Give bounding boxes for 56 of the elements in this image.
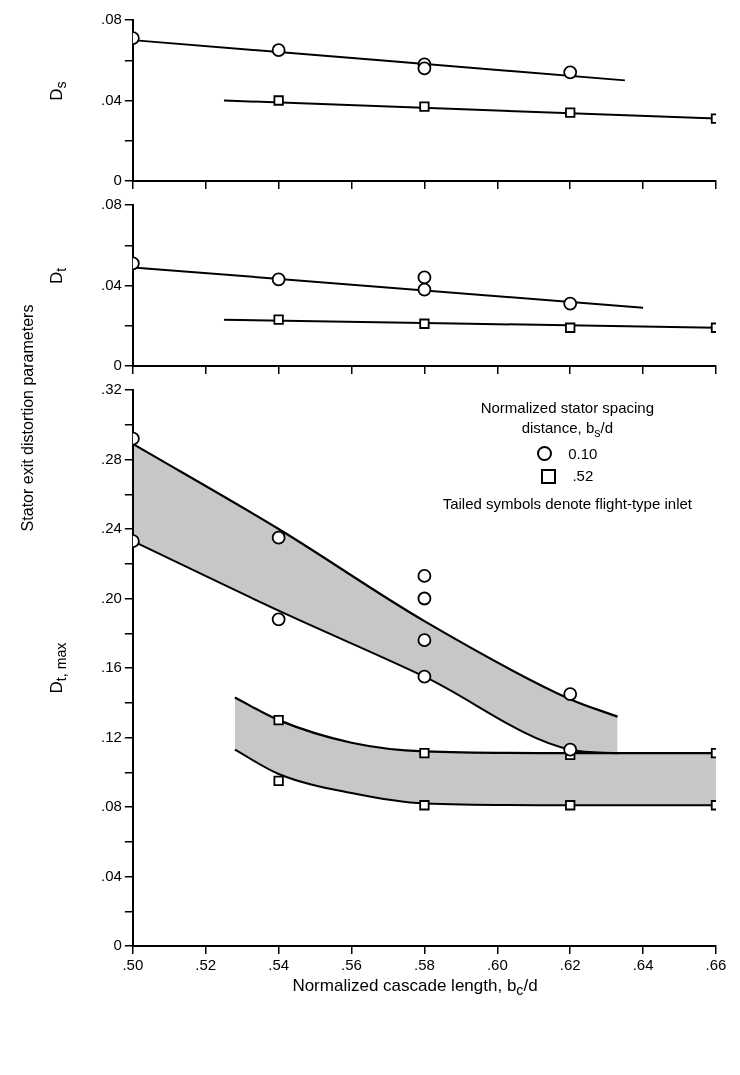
point [417,61,432,76]
y-tick-label: .20 [100,588,122,606]
point [419,318,430,329]
point [565,107,576,118]
point [417,282,432,297]
point [419,748,430,759]
point [273,775,284,787]
point [273,314,284,325]
point [565,800,576,811]
x-tick-label: .66 [705,956,727,974]
y-tick-label: .04 [100,90,122,108]
point [419,800,430,811]
point [417,633,432,648]
y-tick-label: 0 [113,171,122,189]
y-tick-label: .08 [100,10,122,28]
point [565,322,576,333]
point [273,95,284,106]
y-tick-label: .08 [100,797,122,815]
x-tick-label: .64 [632,956,654,974]
x-tick-label: .54 [268,956,290,974]
point [417,270,432,285]
point [271,612,286,627]
x-axis-title: Normalized cascade length, b$_{c}$/d [291,976,539,999]
point [419,101,430,112]
point [417,569,432,583]
x-tick-label: .58 [414,956,435,974]
y-tick-label: .12 [100,727,122,745]
y-tick-label: 0 [113,936,122,954]
point [563,296,578,311]
annotation: Tailed symbols denote flight-type inlet [442,493,692,514]
x-tick-label: .56 [341,956,362,974]
point [271,530,286,545]
x-tick-label: .62 [559,956,581,974]
point [417,669,432,684]
point [563,742,578,757]
point [271,43,286,58]
point [271,272,286,287]
legend-label: .52 [572,466,594,486]
x-tick-label: .50 [122,956,144,974]
legend-title: Normalized stator spacing distance, b$_{s}$/d [479,398,656,441]
y-tick-label: .28 [100,449,122,467]
y-tick-label: .08 [100,195,122,213]
y-tick-label: .32 [100,380,122,398]
point [563,687,578,701]
y-tick-label: 0 [113,356,122,374]
point [273,714,284,726]
point [563,65,578,80]
y-tick-label: .04 [100,866,122,884]
y-tick-label: .16 [100,658,122,676]
legend-label: 0.10 [568,443,598,464]
y-tick-label: .04 [100,275,122,293]
y-tick-label: .24 [100,519,122,537]
x-tick-label: .60 [486,956,508,974]
point [417,591,432,606]
x-tick-label: .52 [195,956,217,974]
text: Stator exit distortion parameters [19,304,37,532]
